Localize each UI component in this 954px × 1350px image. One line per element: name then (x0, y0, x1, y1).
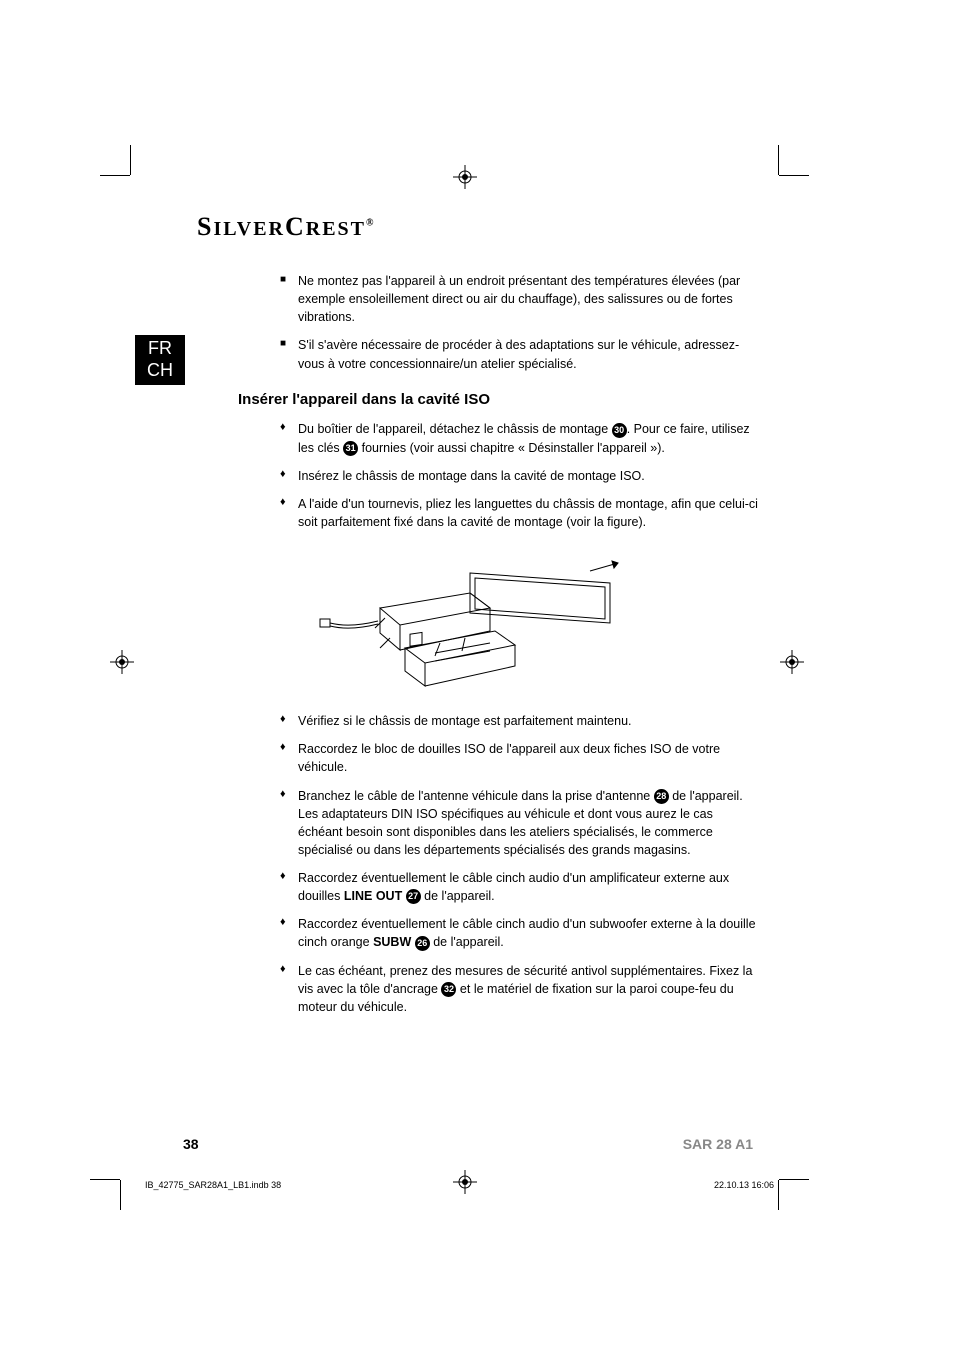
page-number: 38 (183, 1136, 199, 1152)
step-item: Du boîtier de l'appareil, détachez le ch… (280, 420, 760, 456)
language-tab: FR CH (135, 335, 185, 385)
page-content: SILVERCREST® FR CH Ne montez pas l'appar… (135, 180, 775, 1180)
crop-mark (779, 1179, 809, 1180)
page-footer: 38 SAR 28 A1 (183, 1136, 753, 1152)
reference-badge: 26 (415, 936, 430, 951)
installation-diagram (290, 553, 630, 693)
registration-mark-icon (780, 650, 804, 674)
step-item: Branchez le câble de l'antenne véhicule … (280, 787, 760, 860)
step-item: Raccordez éventuellement le câble cinch … (280, 915, 760, 951)
step-item: A l'aide d'un tournevis, pliez les langu… (280, 495, 760, 531)
section-heading: Insérer l'appareil dans la cavité ISO (238, 389, 760, 411)
step-item: Raccordez éventuellement le câble cinch … (280, 869, 760, 905)
step-item: Raccordez le bloc de douilles ISO de l'a… (280, 740, 760, 776)
step-item: Le cas échéant, prenez des mesures de sé… (280, 962, 760, 1016)
reference-badge: 27 (406, 889, 421, 904)
steps-list-a: Du boîtier de l'appareil, détachez le ch… (280, 420, 760, 531)
lang-line-2: CH (135, 360, 185, 382)
crop-mark (90, 1179, 120, 1180)
print-file: IB_42775_SAR28A1_LB1.indb 38 (145, 1180, 281, 1190)
crop-mark (100, 175, 130, 176)
brand-logo: SILVERCREST® (197, 212, 775, 242)
crop-mark (120, 1180, 121, 1210)
crop-mark (779, 175, 809, 176)
step-item: Vérifiez si le châssis de montage est pa… (280, 712, 760, 730)
steps-list-b: Vérifiez si le châssis de montage est pa… (280, 712, 760, 1016)
crop-mark (130, 145, 131, 175)
lang-line-1: FR (135, 338, 185, 360)
model-number: SAR 28 A1 (683, 1136, 753, 1152)
print-metadata: IB_42775_SAR28A1_LB1.indb 38 22.10.13 16… (145, 1180, 774, 1190)
step-item: Insérez le châssis de montage dans la ca… (280, 467, 760, 485)
print-date: 22.10.13 16:06 (714, 1180, 774, 1190)
body-text: Ne montez pas l'appareil à un endroit pr… (280, 272, 760, 1016)
intro-list: Ne montez pas l'appareil à un endroit pr… (280, 272, 760, 373)
crop-mark (778, 1180, 779, 1210)
reference-badge: 32 (441, 982, 456, 997)
reference-badge: 30 (612, 423, 627, 438)
intro-item: Ne montez pas l'appareil à un endroit pr… (280, 272, 760, 326)
reference-badge: 28 (654, 789, 669, 804)
registration-mark-icon (110, 650, 134, 674)
crop-mark (778, 145, 779, 175)
intro-item: S'il s'avère nécessaire de procéder à de… (280, 336, 760, 372)
reference-badge: 31 (343, 441, 358, 456)
